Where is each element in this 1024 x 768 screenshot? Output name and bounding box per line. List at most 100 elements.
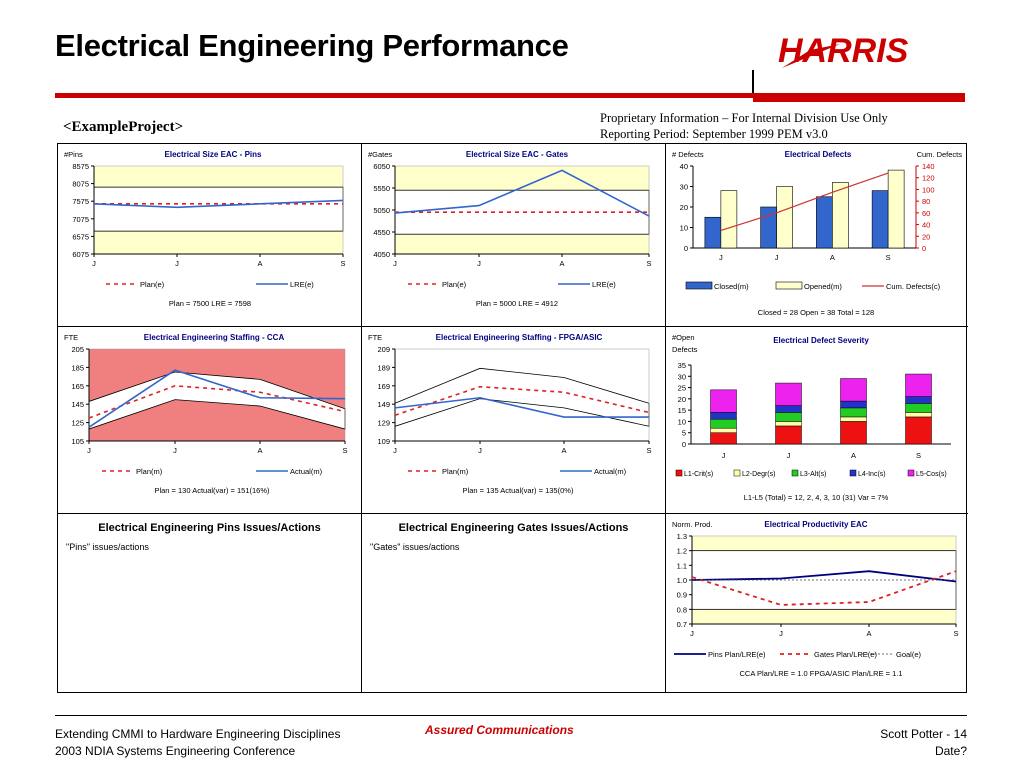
band-upper <box>94 166 343 188</box>
cell-productivity: Norm. Prod. Electrical Productivity EAC 0.… <box>666 514 968 692</box>
y-tick-label: 10 <box>678 417 686 426</box>
stacked-bar-segment <box>710 418 737 429</box>
bar-opened <box>776 186 793 249</box>
cumulative-line <box>720 172 889 232</box>
chart-title: Electrical Engineering Staffing - FPGA/A… <box>436 333 603 342</box>
y-tick-label: 6075 <box>72 250 89 259</box>
logo-swoosh-icon <box>782 44 840 68</box>
legend-swatch <box>685 281 713 290</box>
series-line-2 <box>394 169 650 217</box>
series-line-1 <box>394 385 650 416</box>
y-tick-label: 129 <box>377 419 390 428</box>
x-tick-label: J <box>719 253 723 262</box>
x-tick-label: J <box>393 259 397 268</box>
x-tick-label: J <box>722 451 726 460</box>
chart-ylabel: #Gates <box>368 150 392 159</box>
footer-date: Date? <box>934 744 967 758</box>
chart-fpga: FTE Electrical Engineering Staffing - FPG… <box>368 333 652 495</box>
x-tick-label: A <box>830 253 835 262</box>
stacked-bar-segment <box>710 389 737 413</box>
cell-severity: #Open Defects Electrical Defect Severity 0 5… <box>666 327 968 514</box>
page-title: Electrical Engineering Performance <box>55 28 569 63</box>
legend-label: Plan(e) <box>442 280 467 289</box>
x-tick-label: J <box>477 259 481 268</box>
y-tick-label: 1.2 <box>677 547 687 556</box>
header-divider <box>752 70 754 94</box>
chart-gates: #Gates Electrical Size EAC - Gates 4050 455… <box>368 150 652 308</box>
legend-swatch <box>675 469 683 477</box>
legend-label: Plan(m) <box>136 467 163 476</box>
x-tick-label: S <box>646 446 651 455</box>
bar-opened <box>832 182 849 249</box>
legend-label: LRE(e) <box>290 280 314 289</box>
y-tick-label: 0 <box>684 244 688 253</box>
x-tick-label: J <box>779 629 783 638</box>
y2-tick-label: 120 <box>922 174 935 183</box>
header-rule <box>55 93 753 98</box>
y2-tick-label: 0 <box>922 244 926 253</box>
chart-productivity: Norm. Prod. Electrical Productivity EAC 0.… <box>672 520 959 678</box>
stacked-bar-segment <box>775 382 802 406</box>
y-tick-label: 0.8 <box>677 605 687 614</box>
y-tick-label: 1.0 <box>677 576 687 585</box>
y-tick-label: 8575 <box>72 162 89 171</box>
band-upper <box>395 166 649 191</box>
cell-fpga: FTE Electrical Engineering Staffing - FPG… <box>362 327 666 514</box>
legend-label: Pins Plan/LRE(e) <box>708 650 766 659</box>
y-tick-label: 4550 <box>373 228 390 237</box>
chart-y2label: Cum. Defects <box>917 150 963 159</box>
series-line-2 <box>88 369 346 428</box>
legend-swatch <box>791 469 799 477</box>
x-tick-label: A <box>257 259 262 268</box>
y-tick-label: 7575 <box>72 197 89 206</box>
cell-gates: #Gates Electrical Size EAC - Gates 4050 455… <box>362 144 666 327</box>
bar-opened <box>720 190 738 249</box>
legend-label: LRE(e) <box>592 280 616 289</box>
chart-ylabel: # Defects <box>672 150 704 159</box>
logo-text: HARRIS <box>778 32 909 70</box>
project-name: <ExampleProject> <box>63 119 184 135</box>
harris-logo: HARRIS <box>778 32 909 70</box>
bar-closed <box>816 196 833 249</box>
y2-tick-label: 100 <box>922 185 935 194</box>
x-tick-label: S <box>953 629 958 638</box>
y-tick-label: 1.1 <box>677 561 687 570</box>
y-tick-label: 109 <box>377 437 390 446</box>
x-tick-label: J <box>478 446 482 455</box>
y-tick-label: 205 <box>71 345 84 354</box>
chart-title: Electrical Defects <box>785 150 852 159</box>
chart-ylabel: Norm. Prod. <box>672 520 712 529</box>
y-tick-label: 15 <box>678 406 686 415</box>
band-lower <box>692 609 956 624</box>
band-target <box>93 186 344 232</box>
y-tick-label: 20 <box>680 203 688 212</box>
legend-label: Goal(e) <box>896 650 922 659</box>
x-tick-label: J <box>787 451 791 460</box>
x-tick-label: J <box>775 253 779 262</box>
bar-opened <box>887 169 905 249</box>
y-tick-label: 30 <box>678 372 686 381</box>
series-line-2 <box>93 199 344 209</box>
x-tick-label: S <box>340 259 345 268</box>
y-tick-label: 165 <box>71 382 84 391</box>
chart-ylabel: #Open <box>672 333 695 342</box>
chart-severity: #Open Defects Electrical Defect Severity 0 5… <box>672 333 951 502</box>
cell-pins-issues: Electrical Engineering Pins Issues/Actio… <box>58 514 362 692</box>
footer-rule <box>55 715 967 716</box>
chart-note: L1-L5 (Total) = 12, 2, 4, 3, 10 (31) Var… <box>744 493 889 502</box>
bar-closed <box>704 216 722 249</box>
chart-ylabel-2: Defects <box>672 345 698 354</box>
x-tick-label: A <box>866 629 871 638</box>
chart-defects: # Defects Electrical Defects Cum. Defects 0… <box>672 150 963 317</box>
stacked-bar-segment <box>905 403 932 413</box>
series-line-2 <box>394 396 649 418</box>
legend-swatch <box>775 281 803 290</box>
chart-grid: #Pins Electrical Size EAC - Pins 6075 6575 7… <box>57 143 968 693</box>
band-upper <box>692 536 956 551</box>
proprietary-line: Proprietary Information – For Internal D… <box>600 111 888 125</box>
stacked-bar-segment <box>905 396 932 404</box>
gates-issues-title: Electrical Engineering Gates Issues/Acti… <box>398 522 629 534</box>
chart-ylabel: #Pins <box>64 150 83 159</box>
chart-cca: FTE Electrical Engineering Staffing - CCA… <box>64 333 348 495</box>
stacked-bar-segment <box>840 378 867 402</box>
